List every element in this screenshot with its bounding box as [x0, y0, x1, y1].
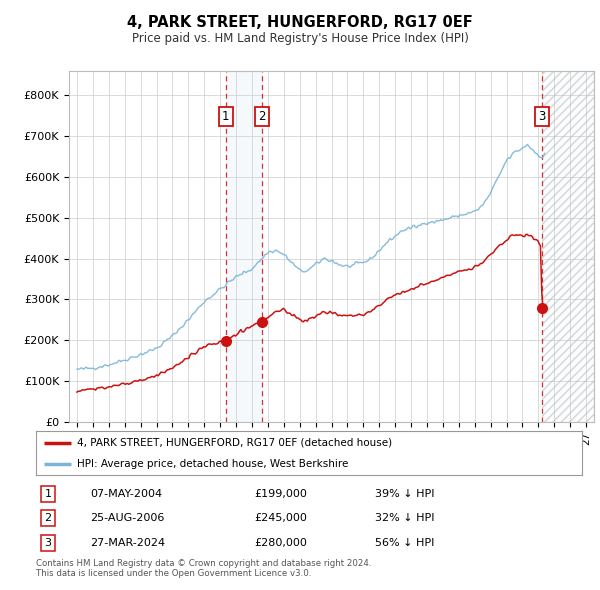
Text: 3: 3 — [538, 110, 546, 123]
Text: 39% ↓ HPI: 39% ↓ HPI — [374, 489, 434, 499]
Text: 27-MAR-2024: 27-MAR-2024 — [91, 538, 166, 548]
Text: 56% ↓ HPI: 56% ↓ HPI — [374, 538, 434, 548]
Text: 3: 3 — [44, 538, 52, 548]
Text: 1: 1 — [44, 489, 52, 499]
Text: 25-AUG-2006: 25-AUG-2006 — [91, 513, 165, 523]
Text: This data is licensed under the Open Government Licence v3.0.: This data is licensed under the Open Gov… — [36, 569, 311, 578]
Text: 4, PARK STREET, HUNGERFORD, RG17 0EF (detached house): 4, PARK STREET, HUNGERFORD, RG17 0EF (de… — [77, 438, 392, 448]
Text: 4, PARK STREET, HUNGERFORD, RG17 0EF: 4, PARK STREET, HUNGERFORD, RG17 0EF — [127, 15, 473, 30]
Text: HPI: Average price, detached house, West Berkshire: HPI: Average price, detached house, West… — [77, 459, 349, 469]
Text: 2: 2 — [44, 513, 52, 523]
Bar — [542, 71, 594, 422]
Bar — [542, 71, 594, 422]
Text: £245,000: £245,000 — [254, 513, 307, 523]
Text: Contains HM Land Registry data © Crown copyright and database right 2024.: Contains HM Land Registry data © Crown c… — [36, 559, 371, 568]
Text: £280,000: £280,000 — [254, 538, 307, 548]
Bar — [226, 71, 262, 422]
Text: 32% ↓ HPI: 32% ↓ HPI — [374, 513, 434, 523]
Text: 1: 1 — [222, 110, 230, 123]
Text: £199,000: £199,000 — [254, 489, 307, 499]
Text: 2: 2 — [259, 110, 266, 123]
Text: Price paid vs. HM Land Registry's House Price Index (HPI): Price paid vs. HM Land Registry's House … — [131, 32, 469, 45]
Text: 07-MAY-2004: 07-MAY-2004 — [91, 489, 163, 499]
